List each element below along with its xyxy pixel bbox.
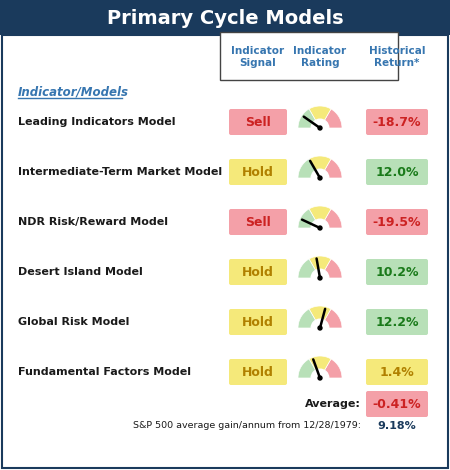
Circle shape	[311, 219, 329, 237]
Wedge shape	[298, 309, 320, 328]
Wedge shape	[309, 206, 331, 228]
Text: Indicator/Models: Indicator/Models	[18, 86, 129, 99]
Text: S&P 500 average gain/annum from 12/28/1979:: S&P 500 average gain/annum from 12/28/19…	[133, 422, 361, 431]
FancyBboxPatch shape	[366, 391, 428, 417]
FancyBboxPatch shape	[229, 259, 287, 285]
Text: 12.2%: 12.2%	[375, 315, 419, 329]
Wedge shape	[298, 209, 320, 228]
Text: 1.4%: 1.4%	[380, 366, 414, 378]
Wedge shape	[320, 259, 342, 278]
FancyBboxPatch shape	[229, 159, 287, 185]
FancyBboxPatch shape	[229, 109, 287, 135]
Wedge shape	[298, 109, 320, 128]
Wedge shape	[298, 159, 320, 178]
Text: -19.5%: -19.5%	[373, 216, 421, 228]
Circle shape	[311, 369, 329, 387]
FancyBboxPatch shape	[0, 0, 450, 35]
Text: Intermediate-Term Market Model: Intermediate-Term Market Model	[18, 167, 222, 177]
Circle shape	[311, 269, 329, 287]
Circle shape	[318, 326, 322, 330]
Wedge shape	[320, 209, 342, 228]
Text: 9.18%: 9.18%	[378, 421, 416, 431]
Text: Historical
Return*: Historical Return*	[369, 46, 425, 68]
FancyBboxPatch shape	[366, 359, 428, 385]
Text: Hold: Hold	[242, 366, 274, 378]
FancyBboxPatch shape	[366, 259, 428, 285]
Circle shape	[311, 319, 329, 337]
Circle shape	[311, 119, 329, 137]
FancyBboxPatch shape	[229, 359, 287, 385]
Wedge shape	[309, 106, 331, 128]
Text: 10.2%: 10.2%	[375, 266, 419, 279]
Circle shape	[311, 169, 329, 187]
Wedge shape	[298, 359, 320, 378]
Text: Desert Island Model: Desert Island Model	[18, 267, 143, 277]
FancyBboxPatch shape	[366, 159, 428, 185]
FancyBboxPatch shape	[366, 309, 428, 335]
Text: Indicator
Signal: Indicator Signal	[231, 46, 284, 68]
Text: Hold: Hold	[242, 315, 274, 329]
Text: Sell: Sell	[245, 116, 271, 128]
Text: Primary Cycle Models: Primary Cycle Models	[107, 8, 343, 28]
Text: Average:: Average:	[305, 399, 361, 409]
Wedge shape	[320, 359, 342, 378]
Circle shape	[318, 176, 322, 180]
Wedge shape	[309, 256, 331, 278]
FancyBboxPatch shape	[220, 32, 398, 80]
Wedge shape	[309, 156, 331, 178]
Wedge shape	[298, 259, 320, 278]
Text: Sell: Sell	[245, 216, 271, 228]
Circle shape	[318, 376, 322, 380]
Wedge shape	[320, 109, 342, 128]
Text: -0.41%: -0.41%	[373, 398, 421, 410]
FancyBboxPatch shape	[366, 209, 428, 235]
FancyBboxPatch shape	[2, 35, 448, 468]
FancyBboxPatch shape	[229, 309, 287, 335]
Circle shape	[318, 226, 322, 230]
Wedge shape	[320, 159, 342, 178]
FancyBboxPatch shape	[229, 209, 287, 235]
Text: Fundamental Factors Model: Fundamental Factors Model	[18, 367, 191, 377]
Circle shape	[318, 276, 322, 280]
Text: Hold: Hold	[242, 165, 274, 179]
Text: -18.7%: -18.7%	[373, 116, 421, 128]
Text: NDR Risk/Reward Model: NDR Risk/Reward Model	[18, 217, 168, 227]
Text: Indicator
Rating: Indicator Rating	[293, 46, 346, 68]
Text: Leading Indicators Model: Leading Indicators Model	[18, 117, 176, 127]
Circle shape	[318, 126, 322, 130]
Text: Global Risk Model: Global Risk Model	[18, 317, 130, 327]
Wedge shape	[309, 356, 331, 378]
Text: Hold: Hold	[242, 266, 274, 279]
Wedge shape	[320, 309, 342, 328]
Wedge shape	[309, 306, 331, 328]
Text: 12.0%: 12.0%	[375, 165, 419, 179]
FancyBboxPatch shape	[366, 109, 428, 135]
